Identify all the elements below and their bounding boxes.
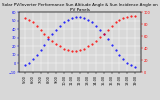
Text: Solar PV/Inverter Performance Sun Altitude Angle & Sun Incidence Angle on PV Pan: Solar PV/Inverter Performance Sun Altitu… — [2, 3, 158, 12]
